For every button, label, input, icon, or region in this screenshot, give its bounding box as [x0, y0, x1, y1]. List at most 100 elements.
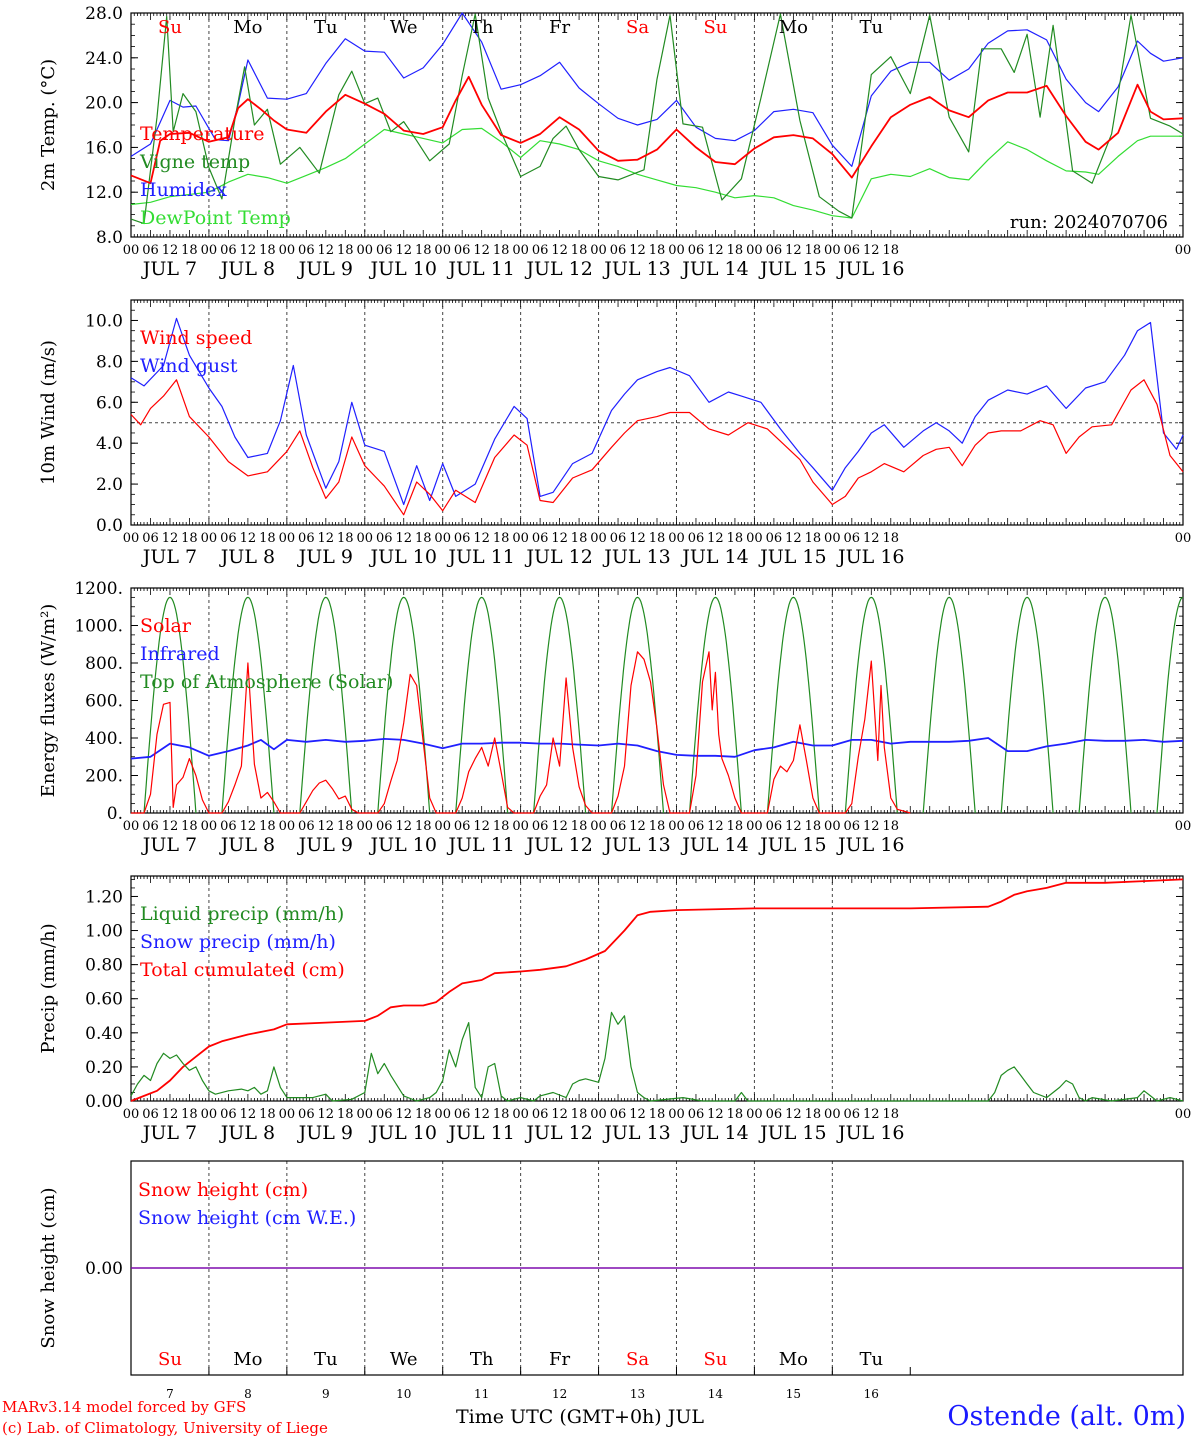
hour-tick-label: 18 — [805, 1107, 822, 1122]
y-tick-label: 20.0 — [85, 94, 123, 114]
run-label: run: 2024070706 — [1010, 212, 1168, 233]
legend-label: Solar — [140, 615, 192, 637]
y-tick-label: 1000. — [74, 617, 123, 637]
hour-tick-label: 12 — [863, 243, 880, 258]
date-label: JUL 12 — [524, 834, 592, 856]
hour-tick-label: 06 — [142, 531, 159, 546]
y-tick-label: 200. — [85, 767, 123, 787]
hour-tick-label: 12 — [551, 819, 568, 834]
hour-tick-label: 12 — [240, 531, 257, 546]
weekday-label: Mo — [779, 17, 808, 38]
hour-tick-label: 00 — [590, 243, 607, 258]
hour-tick-label: 18 — [337, 1107, 354, 1122]
hour-tick-label: 18 — [883, 819, 900, 834]
hour-tick-label: 00 — [279, 1107, 296, 1122]
date-label: JUL 14 — [680, 546, 748, 568]
y-tick-label: 1.00 — [85, 922, 123, 942]
series-line-liquid-precip-mm-h- — [130, 1011, 1184, 1102]
y-tick-label: 0.00 — [85, 1259, 123, 1279]
hour-tick-label: 18 — [883, 1107, 900, 1122]
hour-tick-label: 00 — [512, 243, 529, 258]
hour-tick-label: 00 — [824, 819, 841, 834]
hour-tick-label: 00 — [434, 819, 451, 834]
weekday-label: Su — [703, 1349, 727, 1370]
y-tick-label: 28.0 — [85, 4, 123, 24]
hour-tick-label: 06 — [142, 819, 159, 834]
hour-tick-label: 12 — [785, 1107, 802, 1122]
date-label: JUL 11 — [446, 834, 514, 856]
y-tick-label: 10.0 — [85, 311, 123, 331]
hour-tick-label: 12 — [240, 819, 257, 834]
plot-frame — [130, 299, 1184, 526]
hour-tick-label: 00 — [824, 1107, 841, 1122]
hour-tick-label: 12 — [162, 243, 179, 258]
day-number-label: 7 — [166, 1387, 174, 1401]
toa-solar-line — [143, 596, 1184, 814]
weekday-label: Mo — [233, 1349, 262, 1370]
hour-tick-label: 18 — [727, 531, 744, 546]
legend-label: Temperature — [140, 123, 264, 145]
series-line-dewpoint-temp — [130, 127, 1183, 219]
hour-tick-label: 12 — [551, 1107, 568, 1122]
hour-tick-label: 00 — [668, 243, 685, 258]
hour-tick-label: 06 — [454, 531, 471, 546]
weekday-label: Su — [158, 1349, 182, 1370]
hour-tick-label: 18 — [571, 1107, 588, 1122]
hour-tick-label: 06 — [688, 819, 705, 834]
hour-tick-label: 00 — [1175, 531, 1192, 546]
hour-tick-label: 12 — [473, 243, 490, 258]
hour-tick-label: 06 — [688, 531, 705, 546]
day-number-label: 15 — [786, 1387, 801, 1401]
hour-tick-label: 12 — [473, 819, 490, 834]
hour-tick-label: 00 — [824, 531, 841, 546]
legend-label: Top of Atmosphere (Solar) — [140, 671, 393, 693]
y-tick-label: 600. — [85, 692, 123, 712]
hour-tick-label: 00 — [668, 1107, 685, 1122]
date-label: JUL 9 — [297, 834, 353, 856]
series-line-solar — [131, 651, 911, 814]
series-line-temperature — [130, 75, 1184, 185]
hour-tick-label: 06 — [844, 819, 861, 834]
date-label: JUL 15 — [758, 258, 826, 280]
weekday-label: We — [390, 1349, 418, 1370]
hour-tick-label: 00 — [434, 1107, 451, 1122]
weekday-label: Tu — [314, 17, 338, 38]
date-label: JUL 16 — [836, 834, 904, 856]
weekday-label: Tu — [859, 1349, 883, 1370]
hour-tick-label: 12 — [785, 819, 802, 834]
hour-tick-label: 00 — [201, 1107, 218, 1122]
hour-tick-label: 18 — [337, 243, 354, 258]
hour-tick-label: 00 — [746, 1107, 763, 1122]
hour-tick-label: 00 — [357, 1107, 374, 1122]
date-label: JUL 8 — [219, 546, 275, 568]
date-label: JUL 8 — [219, 258, 275, 280]
hour-tick-label: 00 — [123, 243, 140, 258]
hour-tick-label: 06 — [532, 819, 549, 834]
hour-tick-label: 06 — [142, 243, 159, 258]
date-label: JUL 7 — [141, 546, 197, 568]
date-label: JUL 9 — [297, 546, 353, 568]
y-tick-label: 1.20 — [85, 887, 123, 907]
day-number-label: 12 — [552, 1387, 567, 1401]
hour-tick-label: 18 — [181, 531, 198, 546]
weekday-label: Tu — [314, 1349, 338, 1370]
y-tick-label: 16.0 — [85, 138, 123, 158]
hour-tick-label: 06 — [610, 531, 627, 546]
hour-tick-label: 18 — [649, 819, 666, 834]
hour-tick-label: 00 — [512, 1107, 529, 1122]
hour-tick-label: 00 — [357, 243, 374, 258]
hour-tick-label: 12 — [318, 243, 335, 258]
hour-tick-label: 00 — [1175, 819, 1192, 834]
hour-tick-label: 00 — [357, 819, 374, 834]
hour-tick-label: 00 — [668, 531, 685, 546]
weekday-label: Su — [158, 17, 182, 38]
hour-tick-label: 18 — [493, 243, 510, 258]
hour-tick-label: 00 — [434, 243, 451, 258]
hour-tick-label: 18 — [415, 243, 432, 258]
hour-tick-label: 12 — [707, 243, 724, 258]
hour-tick-label: 18 — [649, 243, 666, 258]
legend-label: Total cumulated (cm) — [140, 959, 345, 981]
series-line-vigne-temp — [130, 13, 1184, 225]
y-tick-label: 8.0 — [96, 352, 123, 372]
